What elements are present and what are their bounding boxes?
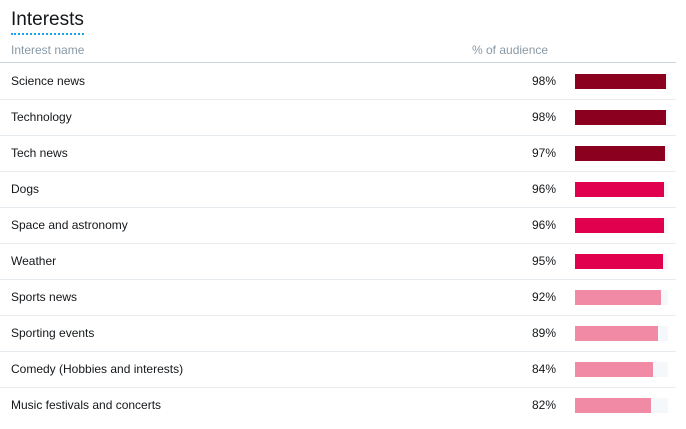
percent-bar-track: [575, 74, 668, 89]
percent-bar-fill: [575, 146, 665, 161]
table-row: Sporting events 89%: [0, 316, 676, 352]
column-header-percent-audience: % of audience: [472, 43, 549, 57]
table-row: Tech news 97%: [0, 136, 676, 172]
interest-name: Sporting events: [11, 326, 95, 340]
audience-percent: 98%: [531, 110, 556, 124]
interest-name: Dogs: [11, 182, 40, 196]
audience-percent: 84%: [531, 362, 556, 376]
percent-bar-fill: [575, 362, 653, 377]
percent-bar-fill: [575, 74, 666, 89]
audience-percent: 98%: [531, 74, 556, 88]
interest-name: Space and astronomy: [11, 218, 128, 232]
audience-percent: 96%: [531, 182, 556, 196]
percent-bar-fill: [575, 182, 664, 197]
percent-bar-track: [575, 290, 668, 305]
percent-bar-track: [575, 110, 668, 125]
percent-bar-track: [575, 218, 668, 233]
interest-name: Tech news: [11, 146, 68, 160]
percent-bar-track: [575, 398, 668, 413]
percent-bar-track: [575, 182, 668, 197]
interest-name: Science news: [11, 74, 86, 88]
percent-bar-track: [575, 254, 668, 269]
table-row: Weather 95%: [0, 244, 676, 280]
audience-percent: 97%: [531, 146, 556, 160]
audience-percent: 95%: [531, 254, 556, 268]
table-row: Music festivals and concerts 82%: [0, 388, 676, 423]
table-row: Space and astronomy 96%: [0, 208, 676, 244]
interest-name: Comedy (Hobbies and interests): [11, 362, 184, 376]
interest-name: Music festivals and concerts: [11, 398, 162, 412]
table-row: Technology 98%: [0, 100, 676, 136]
interest-name: Sports news: [11, 290, 78, 304]
percent-bar-track: [575, 146, 668, 161]
percent-bar-fill: [575, 110, 666, 125]
percent-bar-track: [575, 326, 668, 341]
interests-table: Science news 98% Technology 98% Tech news 97%…: [0, 64, 676, 423]
percent-bar-fill: [575, 218, 664, 233]
percent-bar-track: [575, 362, 668, 377]
table-header: Interest name % of audience: [0, 40, 676, 63]
table-row: Science news 98%: [0, 64, 676, 100]
interest-name: Weather: [11, 254, 57, 268]
table-row: Dogs 96%: [0, 172, 676, 208]
audience-percent: 96%: [531, 218, 556, 232]
percent-bar-fill: [575, 326, 658, 341]
panel-title[interactable]: Interests: [11, 8, 84, 35]
percent-bar-fill: [575, 254, 663, 269]
column-header-interest-name: Interest name: [11, 43, 85, 57]
audience-percent: 82%: [531, 398, 556, 412]
audience-percent: 92%: [531, 290, 556, 304]
table-row: Comedy (Hobbies and interests) 84%: [0, 352, 676, 388]
interest-name: Technology: [11, 110, 72, 124]
table-row: Sports news 92%: [0, 280, 676, 316]
audience-percent: 89%: [531, 326, 556, 340]
percent-bar-fill: [575, 290, 661, 305]
percent-bar-fill: [575, 398, 651, 413]
